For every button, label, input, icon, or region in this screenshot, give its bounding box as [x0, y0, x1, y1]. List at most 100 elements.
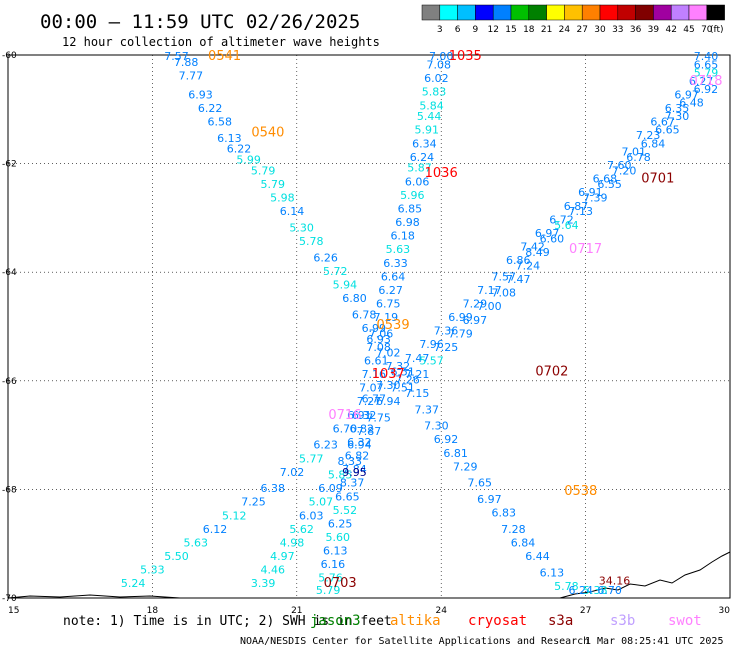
wave-height-label: 5.62 — [289, 523, 314, 536]
colorbar-label: 45 — [683, 25, 694, 35]
pass-time-label: 1035 — [449, 49, 482, 64]
wave-height-label: 6.61 — [364, 355, 389, 368]
wave-height-label: 7.25 — [434, 341, 459, 354]
wave-height-label: 7.32 — [386, 360, 411, 373]
colorbar-label: 42 — [665, 25, 676, 35]
wave-height-label: 6.60 — [540, 232, 565, 245]
colorbar-label: 27 — [576, 25, 587, 35]
pass-time-label: 0538 — [564, 484, 597, 499]
wave-height-label: 5.87 — [407, 162, 432, 175]
wave-height-label: 5.60 — [325, 531, 350, 544]
wave-height-label: 7.60 — [607, 159, 632, 172]
coastline-path-west — [7, 594, 181, 599]
colorbar-swatch — [564, 4, 583, 21]
wave-height-label: 5.72 — [323, 265, 348, 278]
colorbar-swatch — [421, 4, 441, 21]
wave-height-label: 6.13 — [323, 545, 348, 558]
wave-height-label: 6.78 — [352, 308, 377, 321]
colorbar-swatch — [475, 4, 494, 21]
colorbar-swatch — [688, 4, 708, 21]
wave-height-label: 6.33 — [383, 257, 408, 270]
colorbar-swatch — [617, 4, 636, 21]
wave-height-label: 7.79 — [448, 327, 473, 340]
colorbar-swatch — [706, 4, 725, 21]
colorbar-label: 36 — [630, 25, 642, 35]
wave-height-label: 6.84 — [511, 536, 536, 549]
legend-item-altika: altika — [390, 613, 441, 629]
wave-height-label: 5.91 — [415, 124, 440, 137]
wave-height-label: 6.92 — [694, 83, 719, 96]
wave-height-label: 4.98 — [280, 536, 305, 549]
colorbar-label: 15 — [505, 25, 516, 35]
wave-height-label: 7.96 — [419, 338, 444, 351]
legend-item-swot: swot — [668, 613, 702, 629]
wave-height-label: 7.00 — [429, 50, 454, 63]
wave-height-label: 6.34 — [412, 137, 437, 150]
wave-height-label: 6.81 — [443, 447, 468, 460]
colorbar-swatch — [670, 4, 690, 21]
y-tick-label: -66 — [2, 377, 17, 387]
wave-height-label: 6.22 — [227, 143, 252, 156]
wave-height-label: 6.80 — [342, 292, 367, 305]
wave-height-label: 5.85 — [328, 469, 353, 482]
wave-height-label: 7.28 — [501, 523, 526, 536]
wave-height-label: 6.75 — [376, 297, 401, 310]
wave-height-label: 5.50 — [164, 550, 189, 563]
wave-height-label: 5.79 — [260, 178, 285, 191]
colorbar-label: 24 — [559, 25, 571, 35]
wave-height-label: 7.27 — [357, 395, 382, 408]
wave-height-label: 5.57 — [419, 355, 444, 368]
wave-height-label: 5.44 — [417, 110, 442, 123]
wave-height-label: 6.82 — [350, 422, 375, 435]
legend-item-jason3: jason3 — [310, 613, 361, 629]
wave-height-label: 5.07 — [309, 496, 334, 509]
colorbar-label: 18 — [523, 25, 535, 35]
wave-height-label: 6.13 — [540, 566, 565, 579]
colorbar-label: 39 — [648, 25, 660, 35]
wave-height-label: 6.85 — [398, 202, 423, 215]
wave-height-label: 6.70 — [333, 422, 358, 435]
wave-height-label: 7.40 — [694, 50, 719, 63]
wave-height-label: 5.30 — [289, 221, 314, 234]
wave-height-label: 7.75 — [366, 412, 391, 425]
colorbar: 3 6 9 12 15 18 21 24 27 30 33 36 39 42 45 70(ft) — [421, 4, 725, 35]
wave-height-label: 7.26 — [395, 374, 420, 387]
wave-height-label: 7.25 — [241, 496, 266, 509]
wave-height-label: 7.88 — [174, 56, 199, 69]
wave-height-label: 6.24 — [410, 151, 435, 164]
wave-height-label: 6.87 — [564, 200, 589, 213]
pass-time-labels: 0541 1035 0540 1036 0701 0717 0539 1037 0702 0716… — [208, 49, 722, 591]
wave-height-label: 6.64 — [381, 270, 406, 283]
wave-height-label: 7.23 — [636, 129, 661, 142]
wave-height-label: 6.14 — [280, 205, 305, 218]
footer-credit: NOAA/NESDIS Center for Satellite Applica… — [240, 636, 589, 647]
wave-height-label: 6.99 — [448, 311, 473, 324]
grid-lines — [8, 55, 730, 598]
colorbar-swatch — [635, 4, 654, 21]
wave-height-label: 5.33 — [140, 564, 165, 577]
wave-height-label: 5.78 — [554, 580, 579, 593]
wave-height-label: 3.39 — [251, 577, 276, 590]
pass-time-label: 0718 — [689, 74, 722, 89]
wave-height-label: 7.16 — [362, 368, 387, 381]
wave-height-label: 6.06 — [405, 175, 430, 188]
wave-height-label: 7.37 — [415, 403, 440, 416]
footer-note: note: 1) Time is in UTC; 2) SWH is in fe… — [63, 614, 392, 629]
wave-height-label: 7.36 — [434, 325, 459, 338]
wave-height-points: 7.577.887.776.936.226.586.136.225.995.79… — [121, 50, 718, 597]
chart-title: 00:00 — 11:59 UTC 02/26/2025 — [40, 11, 360, 33]
x-tick-label: 24 — [435, 606, 447, 616]
x-tick-label: 30 — [719, 606, 731, 616]
wave-height-label: 6.65 — [655, 124, 680, 137]
wave-height-label: 6.48 — [679, 97, 704, 110]
wave-height-label: 7.00 — [477, 300, 502, 313]
wave-height-label: 5.38 — [583, 584, 608, 597]
y-tick-label: -70 — [2, 594, 17, 604]
wave-height-label: 6.94 — [347, 439, 372, 452]
wave-height-label: 5.96 — [400, 189, 425, 202]
colorbar-swatch — [510, 4, 530, 21]
wave-height-label: 4.97 — [270, 550, 295, 563]
colorbar-swatch — [528, 4, 547, 21]
wave-height-label: 5.79 — [316, 584, 341, 597]
wave-height-label: 6.94 — [376, 395, 401, 408]
